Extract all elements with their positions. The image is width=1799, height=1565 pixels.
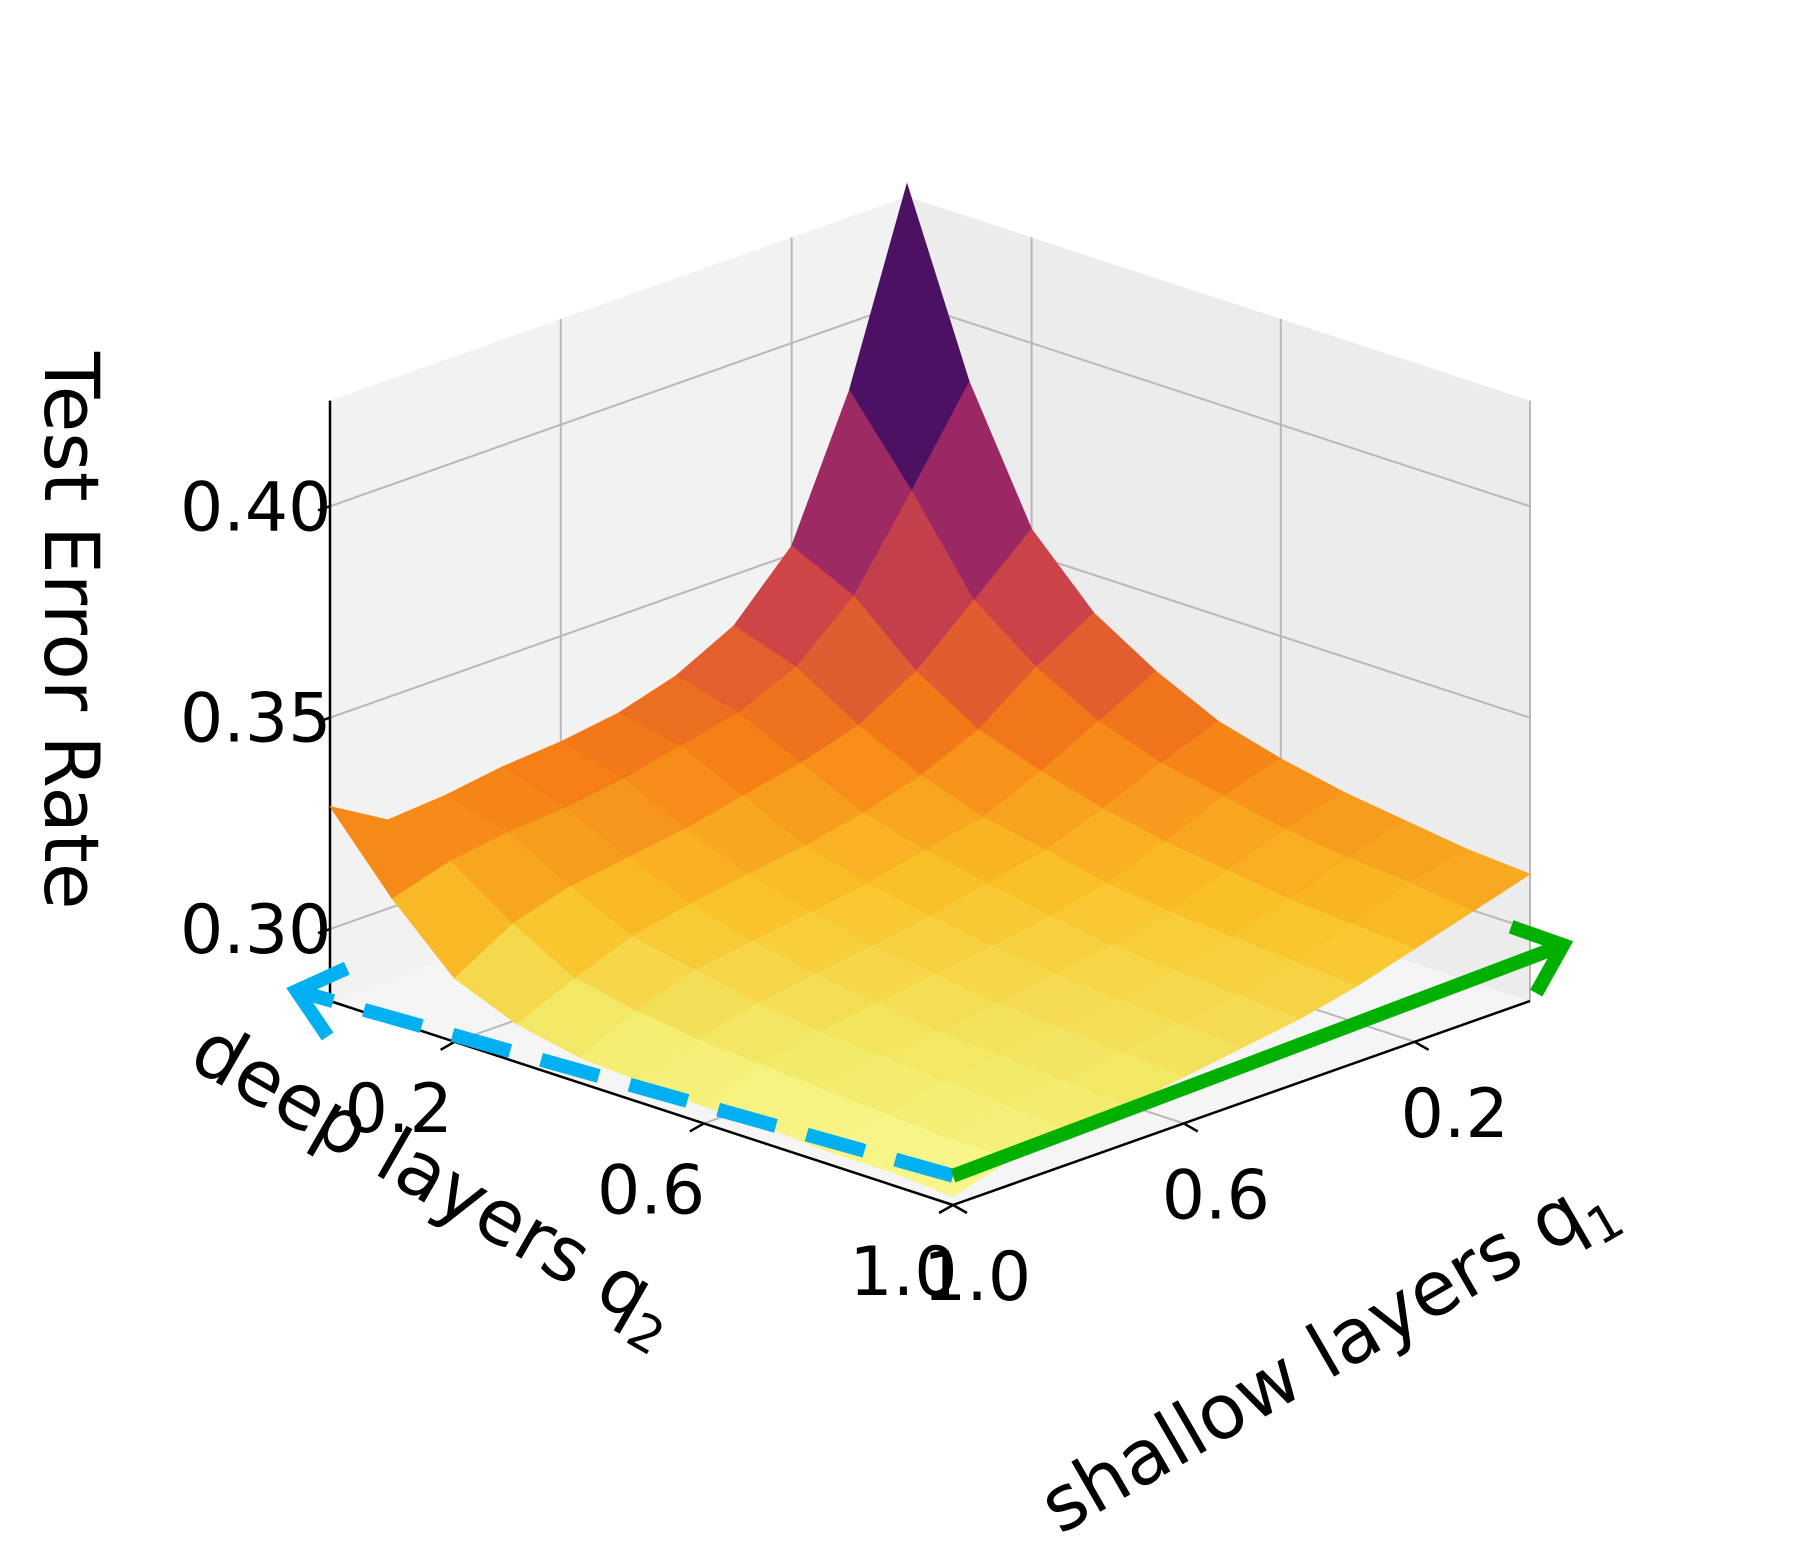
annotation-arrows bbox=[286, 920, 1574, 1183]
x-tick bbox=[1413, 1040, 1430, 1051]
z-tick bbox=[317, 505, 331, 512]
z-tick bbox=[317, 716, 331, 723]
deep-layers-arrow-head bbox=[286, 961, 350, 1041]
x-tick bbox=[952, 1203, 968, 1215]
z-tick-label: 0.35 bbox=[180, 680, 331, 759]
z-tick-label: 0.40 bbox=[180, 468, 331, 547]
axis-lines bbox=[317, 400, 1531, 1215]
shallow-layers-arrow-shaft bbox=[950, 938, 1566, 1183]
y-tick-label: 0.6 bbox=[597, 1151, 705, 1230]
y-tick-label: 0.2 bbox=[345, 1070, 453, 1149]
x-tick-label: 1.0 bbox=[923, 1238, 1031, 1317]
y-tick bbox=[938, 1203, 954, 1215]
y-tick bbox=[439, 1040, 456, 1051]
x-tick-label: 0.6 bbox=[1162, 1156, 1270, 1235]
z-tick bbox=[317, 927, 331, 935]
x-axis-line bbox=[952, 999, 1531, 1207]
y-tick-label: 1.0 bbox=[849, 1233, 957, 1312]
y-tick bbox=[689, 1122, 705, 1133]
deep-layers-arrow-shaft bbox=[294, 984, 955, 1183]
y-axis-line bbox=[329, 999, 954, 1207]
shallow-layers-arrow-head bbox=[1508, 920, 1574, 997]
x-tick bbox=[1183, 1122, 1199, 1133]
x-axis-title: shallow layers q1 bbox=[1025, 1152, 1634, 1563]
tick-labels: 0.2 0.6 1.0 0.2 0.6 1.0 0.30 0.35 0.40 bbox=[180, 468, 1509, 1317]
z-tick-label: 0.30 bbox=[180, 891, 331, 970]
x-axis-title-main: shallow layers q bbox=[1025, 1167, 1600, 1550]
x-tick-label: 0.2 bbox=[1401, 1075, 1509, 1154]
z-axis-title: Test Error Rate bbox=[27, 351, 116, 910]
